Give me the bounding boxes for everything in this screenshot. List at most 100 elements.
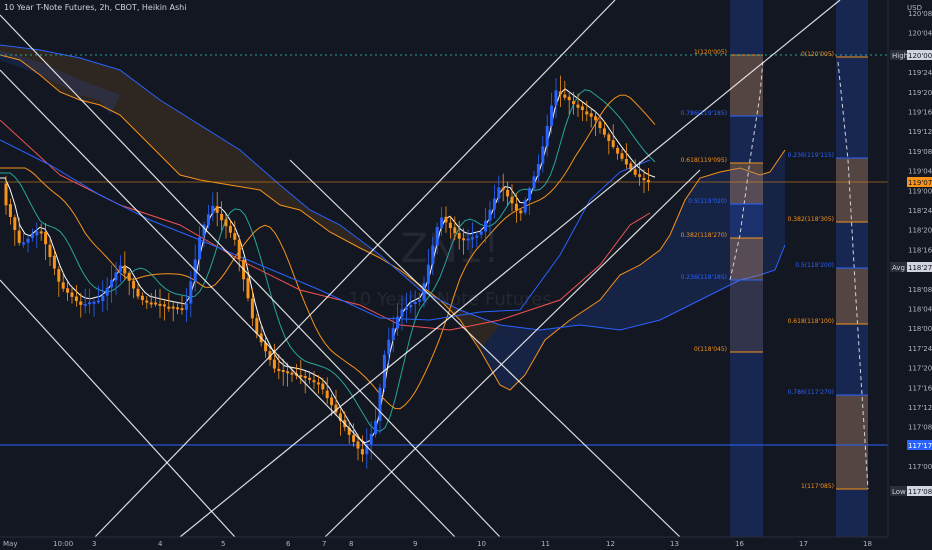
candle-body bbox=[374, 420, 378, 435]
fib-right-label: 0.382(118'305) bbox=[788, 216, 834, 223]
candle-body bbox=[167, 306, 171, 309]
candle-body bbox=[88, 302, 92, 305]
price-axis-label: 119'000 bbox=[908, 187, 932, 195]
candle-body bbox=[184, 303, 188, 310]
price-axis-bg bbox=[888, 0, 932, 550]
price-axis-label: 117'160 bbox=[908, 384, 932, 392]
price-tag-last: 119'075 bbox=[907, 177, 932, 187]
price-axis[interactable]: 120'080120'040120'000119'240119'200119'1… bbox=[887, 0, 932, 550]
price-axis-label: 118'240 bbox=[908, 207, 932, 215]
candle-body bbox=[17, 230, 21, 243]
trend-lines[interactable] bbox=[0, 0, 841, 538]
candle-body bbox=[391, 328, 395, 340]
trend-line-5 bbox=[324, 169, 701, 538]
candle-body bbox=[475, 235, 479, 238]
currency-label: USD bbox=[907, 4, 922, 12]
candle-body bbox=[418, 299, 422, 302]
candle-body bbox=[431, 245, 435, 265]
candle-body bbox=[66, 288, 70, 293]
fib-right-label: 0.618(118'100) bbox=[788, 318, 834, 325]
candle-body bbox=[171, 306, 175, 309]
candle-body bbox=[611, 140, 615, 147]
price-axis-label: 120'040 bbox=[908, 30, 932, 38]
candle-body bbox=[176, 307, 180, 310]
time-axis-label: 18 bbox=[863, 540, 872, 548]
candle-body bbox=[497, 187, 501, 199]
fib-right-label: 1(117'085) bbox=[801, 483, 834, 490]
fib-right-trend bbox=[837, 61, 869, 490]
candle-body bbox=[563, 94, 567, 98]
time-axis-label: 11 bbox=[541, 540, 550, 548]
price-tags: High120'005119'075Avg118'275117'175Low11… bbox=[890, 50, 932, 496]
trend-line-2 bbox=[0, 69, 456, 538]
candle-body bbox=[347, 428, 351, 435]
candle-body bbox=[638, 174, 642, 177]
candle-body bbox=[580, 106, 584, 110]
candle-body bbox=[396, 316, 400, 329]
candle-body bbox=[607, 134, 611, 141]
candle-body bbox=[646, 180, 650, 183]
fib-left-label: 1(120'005) bbox=[694, 49, 727, 56]
candle-body bbox=[114, 272, 118, 281]
candle-body bbox=[8, 204, 12, 217]
fib-right-label: 0.5(118'200) bbox=[795, 262, 834, 269]
price-tag-value: 117'175 bbox=[908, 442, 932, 450]
ma-orange bbox=[0, 94, 656, 410]
candle-body bbox=[74, 296, 78, 302]
trend-line-6 bbox=[289, 159, 681, 538]
candle-body bbox=[118, 265, 122, 272]
time-axis-label: 10:00 bbox=[53, 540, 73, 548]
candle-body bbox=[303, 376, 307, 378]
candle-body bbox=[44, 231, 48, 245]
candle-body bbox=[422, 283, 426, 301]
candle-body bbox=[633, 169, 637, 175]
candle-body bbox=[440, 217, 444, 228]
candle-body bbox=[211, 205, 215, 214]
candle-body bbox=[35, 231, 39, 236]
fib-left-label: 0.786(119'185) bbox=[681, 110, 727, 117]
candle-body bbox=[453, 227, 457, 234]
candle-body bbox=[470, 237, 474, 240]
candle-body bbox=[286, 371, 290, 374]
heikin-ashi-candles bbox=[4, 75, 650, 469]
candle-body bbox=[105, 287, 109, 296]
price-axis-label: 118'080 bbox=[908, 286, 932, 294]
candle-body bbox=[180, 308, 184, 311]
price-axis-label: 119'200 bbox=[908, 89, 932, 97]
candle-body bbox=[448, 222, 452, 229]
time-axis-label: 16 bbox=[735, 540, 744, 548]
time-axis-label: May bbox=[3, 540, 17, 548]
candle-body bbox=[154, 302, 158, 305]
trend-line-3 bbox=[94, 0, 616, 538]
candle-body bbox=[264, 342, 268, 352]
price-tag-box bbox=[907, 262, 932, 272]
fib-left-label: 0.236(118'185) bbox=[681, 274, 727, 281]
candle-body bbox=[409, 304, 413, 308]
watermark-name: 10 Year T-Note Futures bbox=[348, 289, 551, 310]
price-axis-label: 119'120 bbox=[908, 128, 932, 136]
trend-line-0 bbox=[0, 14, 501, 538]
candle-body bbox=[92, 301, 96, 304]
candle-body bbox=[528, 188, 532, 201]
fibonacci-zones bbox=[729, 0, 869, 537]
price-axis-label: 120'080 bbox=[908, 10, 932, 18]
time-axis-label: 10 bbox=[477, 540, 486, 548]
candle-body bbox=[48, 244, 52, 257]
time-axis-label: 7 bbox=[322, 540, 326, 548]
candle-body bbox=[356, 441, 360, 449]
time-axis-label: 12 bbox=[606, 540, 615, 548]
candle-body bbox=[369, 433, 373, 445]
candle-body bbox=[127, 272, 131, 281]
candle-body bbox=[233, 233, 237, 240]
candle-body bbox=[457, 233, 461, 239]
price-tag-side bbox=[890, 262, 907, 272]
candle-body bbox=[585, 111, 589, 115]
candle-body bbox=[594, 116, 598, 121]
candle-body bbox=[101, 295, 105, 302]
fib-right-label: 0.236(119'115) bbox=[788, 152, 834, 159]
time-axis[interactable]: May 10:00 3 4 5 6 7 8 9 10 11 12 13 16 17 18 bbox=[0, 536, 932, 550]
candle-body bbox=[532, 176, 536, 189]
